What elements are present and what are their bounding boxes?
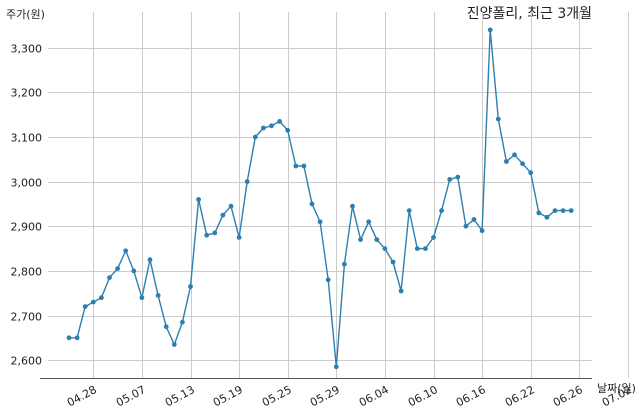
chart-title: 진양폴리, 최근 3개월	[467, 6, 592, 22]
y-tick-label: 2,600	[11, 355, 43, 368]
y-tick-label: 3,000	[11, 177, 43, 190]
x-tick-labels: 04.28 05.07 05.13 05.19 05.25 05.29 06.04 06.10…	[65, 383, 634, 409]
data-point	[236, 235, 242, 240]
y-axis-label: 주가(원)	[6, 8, 45, 21]
data-point	[269, 123, 274, 129]
data-point	[188, 284, 193, 289]
data-point	[414, 246, 420, 252]
data-point	[261, 125, 266, 131]
data-point	[560, 208, 566, 214]
data-point	[342, 261, 347, 267]
data-point	[212, 230, 218, 236]
y-tick-label: 2,800	[11, 266, 43, 279]
x-tick-label: 06.10	[406, 383, 440, 409]
data-point	[455, 174, 461, 180]
x-tick-label: 05.25	[260, 383, 294, 409]
data-point	[536, 210, 542, 216]
data-point	[155, 293, 161, 298]
x-tick-label: 05.29	[308, 383, 342, 409]
x-tick-label: 06.16	[454, 383, 488, 409]
data-point	[333, 364, 339, 370]
data-point	[66, 335, 72, 341]
x-tick-label: 05.07	[114, 383, 148, 409]
data-point	[463, 223, 469, 229]
data-point	[204, 232, 210, 238]
data-point	[358, 237, 363, 243]
data-point	[293, 163, 299, 169]
data-point	[390, 259, 396, 265]
data-point	[568, 208, 574, 214]
data-point	[147, 257, 153, 263]
data-point	[220, 212, 226, 218]
data-point	[479, 228, 485, 234]
data-point	[180, 319, 185, 325]
y-tick-label: 3,200	[11, 87, 43, 100]
data-point	[82, 304, 88, 309]
x-tick-label: 05.19	[211, 383, 245, 409]
data-point	[309, 201, 315, 207]
data-point	[504, 159, 509, 164]
data-point	[520, 161, 525, 167]
data-point	[423, 246, 428, 252]
y-tick-label: 2,900	[11, 221, 43, 234]
data-point	[528, 170, 534, 176]
data-point	[325, 277, 331, 283]
data-point	[163, 324, 169, 330]
data-point	[471, 217, 477, 222]
x-tick-label: 06.26	[551, 383, 585, 409]
data-point	[123, 248, 129, 254]
y-tick-label: 3,100	[11, 132, 43, 145]
data-point	[544, 214, 550, 220]
data-point	[447, 177, 453, 182]
data-point	[244, 179, 250, 185]
data-point	[228, 203, 234, 209]
data-point	[487, 27, 493, 33]
series-group	[66, 27, 574, 370]
data-point	[431, 235, 436, 240]
data-point	[366, 219, 372, 225]
data-point	[552, 208, 558, 214]
data-point	[107, 275, 112, 280]
data-point	[115, 266, 120, 271]
x-tick-label: 04.28	[65, 383, 99, 409]
data-point	[374, 237, 380, 243]
data-point	[398, 288, 404, 294]
y-tick-label: 3,300	[11, 43, 43, 56]
data-point	[439, 208, 444, 214]
data-point	[277, 119, 282, 124]
data-point	[131, 268, 137, 274]
x-tick-label: 06.22	[503, 383, 537, 409]
data-point	[196, 197, 202, 202]
data-point	[350, 203, 355, 209]
y-tick-labels: 2,600 2,700 2,800 2,900 3,000 3,100 3,200 3,300	[11, 43, 43, 368]
data-point	[171, 342, 177, 347]
x-axis-label: 날짜(일)	[597, 381, 636, 395]
data-point	[317, 219, 323, 225]
data-point	[406, 208, 412, 214]
data-point	[252, 134, 258, 140]
data-point	[495, 116, 501, 122]
data-point	[139, 295, 145, 301]
data-point	[285, 127, 291, 133]
data-point	[382, 246, 388, 252]
data-point	[301, 163, 307, 169]
data-point	[512, 152, 517, 158]
x-tick-label: 05.13	[163, 383, 197, 409]
y-tick-label: 2,700	[11, 311, 43, 324]
grid	[48, 12, 629, 378]
data-point	[90, 299, 96, 305]
data-point	[74, 335, 80, 341]
data-point	[99, 295, 104, 301]
x-tick-label: 06.04	[357, 383, 391, 409]
